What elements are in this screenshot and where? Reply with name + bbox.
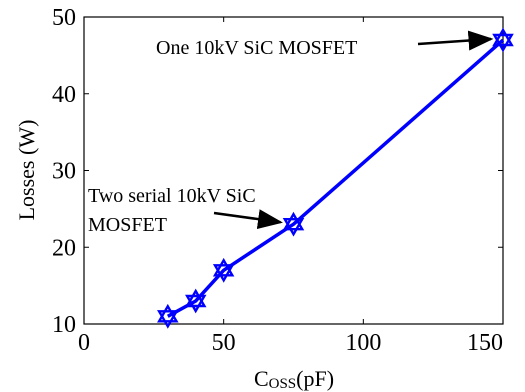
annotation-layer: One 10kV SiC MOSFET Two serial 10kV SiC MO… [88, 30, 494, 236]
y-axis-label: Losses (W) [14, 120, 39, 221]
annotation-arrow-one [417, 30, 494, 51]
annotation-arrow-two [213, 209, 283, 230]
x-tick-label: 150 [467, 330, 503, 356]
annotation-one-mosfet: One 10kV SiC MOSFET [156, 37, 357, 59]
x-tick-label: 0 [78, 330, 90, 356]
y-tick-label: 30 [52, 159, 76, 185]
x-tick-label: 100 [345, 330, 381, 356]
data-point-marker [212, 257, 235, 283]
x-axis-label-subscript: OSS [269, 376, 297, 392]
y-tick-label: 40 [52, 82, 76, 108]
x-axis-label-unit: (pF) [296, 366, 334, 391]
data-point-marker [282, 211, 305, 237]
y-tick-label: 20 [52, 235, 76, 261]
data-point-marker [185, 288, 207, 314]
plot-area [84, 17, 503, 324]
axes: 0 50 100 150 10 20 30 40 50 [52, 5, 504, 356]
x-tick-label: 50 [212, 330, 236, 356]
series-layer [157, 27, 514, 329]
y-tick-label: 50 [52, 5, 76, 31]
x-axis-label: COSS(pF) [254, 366, 334, 392]
data-point-marker [157, 303, 179, 329]
data-point-marker [492, 27, 514, 53]
x-axis-label-main: C [254, 366, 269, 391]
annotation-two-serial-line1: Two serial 10kV SiC [88, 185, 256, 207]
annotation-two-serial-line2: MOSFET [88, 214, 167, 236]
y-tick-label: 10 [52, 312, 76, 338]
